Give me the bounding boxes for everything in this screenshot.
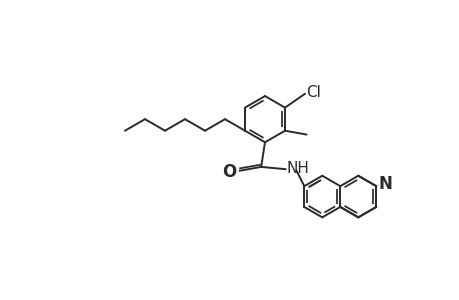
Text: Cl: Cl xyxy=(306,85,321,100)
Text: O: O xyxy=(222,163,236,181)
Text: NH: NH xyxy=(286,161,309,176)
Text: N: N xyxy=(378,175,392,193)
